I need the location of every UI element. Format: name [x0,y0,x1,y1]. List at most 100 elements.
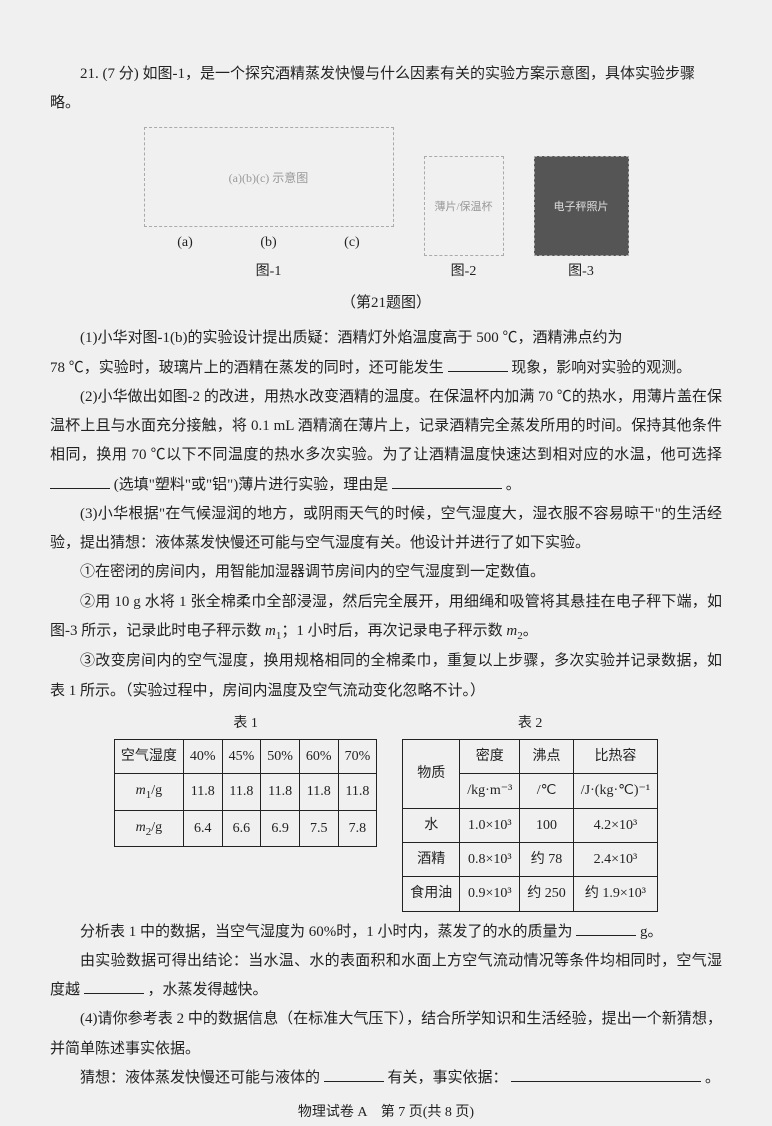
step2-c: 。 [523,623,538,639]
tables-row: 表 1 空气湿度 40% 45% 50% 60% 70% m1/g 11.8 1… [50,710,722,912]
blank-1 [448,357,508,372]
abc-labels: (a) (b) (c) [144,229,394,256]
figure-1-placeholder: (a)(b)(c) 示意图 [144,127,394,227]
figure-2-placeholder: 薄片/保温杯 [424,156,504,256]
analysis: 分析表 1 中的数据，当空气湿度为 60%时，1 小时内，蒸发了的水的质量为 g… [50,918,722,947]
part2-a: (2)小华做出如图-2 的改进，用热水改变酒精的温度。在保温杯内加满 70 ℃的… [50,389,722,464]
t1-r2-3: 7.5 [299,810,338,846]
part-4: (4)请你参考表 2 中的数据信息（在标准大气压下），结合所学知识和生活经验，提… [50,1005,722,1064]
part2-b: (选填"塑料"或"铝")薄片进行实验，理由是 [114,477,388,493]
t1-c2: 50% [261,740,300,774]
part1-a: (1)小华对图-1(b)的实验设计提出质疑：酒精灯外焰温度高于 500 ℃，酒精… [80,330,622,346]
part-1: (1)小华对图-1(b)的实验设计提出质疑：酒精灯外焰温度高于 500 ℃，酒精… [50,324,722,353]
table-1: 空气湿度 40% 45% 50% 60% 70% m1/g 11.8 11.8 … [114,739,377,847]
t1-c0: 40% [183,740,222,774]
figure-row: (a)(b)(c) 示意图 (a) (b) (c) 图-1 薄片/保温杯 图-2… [50,127,722,286]
part-3: (3)小华根据"在气候湿润的地方，或阴雨天气的时候，空气湿度大，湿衣服不容易晾干… [50,500,722,559]
t2-r0-3: 4.2×10³ [573,808,657,842]
figure-3-group: 电子秤照片 图-3 [534,156,629,285]
table-1-wrap: 表 1 空气湿度 40% 45% 50% 60% 70% m1/g 11.8 1… [114,710,377,912]
t2-r0: 水 1.0×10³ 100 4.2×10³ [403,808,658,842]
t2-r0-2: 100 [520,808,574,842]
t1-r2-4: 7.8 [338,810,377,846]
t2-r0-0: 水 [403,808,460,842]
part1-c: 现象，影响对实验的观测。 [511,360,691,376]
t1-header-row: 空气湿度 40% 45% 50% 60% 70% [114,740,376,774]
step-3: ③改变房间内的空气湿度，换用规格相同的全棉柔巾，重复以上步骤，多次实验并记录数据… [50,647,722,706]
t2-h1: 密度 [460,740,520,774]
analysis-a: 分析表 1 中的数据，当空气湿度为 60%时，1 小时内，蒸发了的水的质量为 [80,924,573,940]
t2-header-row: 物质 密度 沸点 比热容 [403,740,658,774]
question-intro: 21. (7 分) 如图-1，是一个探究酒精蒸发快慢与什么因素有关的实验方案示意… [50,60,722,119]
overall-figure-title: （第21题图） [50,289,722,318]
t1-c4: 70% [338,740,377,774]
question-number: 21. [80,66,99,82]
m1: m [265,623,276,639]
intro-text: 如图-1，是一个探究酒精蒸发快慢与什么因素有关的实验方案示意图，具体实验步骤略。 [50,66,695,111]
blank-6 [324,1067,384,1082]
t1-header: 空气湿度 [114,740,183,774]
t2-r2-1: 0.9×10³ [460,877,520,911]
part2-c: 。 [506,477,521,493]
t1-c3: 60% [299,740,338,774]
figure-1-label: 图-1 [144,258,394,285]
table-2-wrap: 表 2 物质 密度 沸点 比热容 /kg·m⁻³ /℃ /J·(kg·℃)⁻¹ … [402,710,658,912]
t2-r1-0: 酒精 [403,842,460,876]
t2-u3: /J·(kg·℃)⁻¹ [573,774,657,808]
blank-2 [50,474,110,489]
step2-b: ；1 小时后，再次记录电子秤示数 [281,623,506,639]
conclusion: 由实验数据可得出结论：当水温、水的表面积和水面上方空气流动情况等条件均相同时，空… [50,947,722,1006]
guess-c: 。 [705,1070,720,1086]
guess: 猜想：液体蒸发快慢还可能与液体的 有关，事实依据： 。 [50,1064,722,1093]
figure-2-group: 薄片/保温杯 图-2 [424,156,504,285]
t1-row2: m2/g 6.4 6.6 6.9 7.5 7.8 [114,810,376,846]
m2: m [506,623,517,639]
part1-b: 78 ℃，实验时，玻璃片上的酒精在蒸发的同时，还可能发生 [50,360,444,376]
t2-r1-2: 约 78 [520,842,574,876]
figure-2-label: 图-2 [424,258,504,285]
t1-row1: m1/g 11.8 11.8 11.8 11.8 11.8 [114,774,376,810]
guess-b: 有关，事实依据： [388,1070,508,1086]
t2-r1-1: 0.8×10³ [460,842,520,876]
t2-r1: 酒精 0.8×10³ 约 78 2.4×10³ [403,842,658,876]
t2-r2-0: 食用油 [403,877,460,911]
analysis-b: g。 [640,924,663,940]
step-2: ②用 10 g 水将 1 张全棉柔巾全部浸湿，然后完全展开，用细绳和吸管将其悬挂… [50,588,722,648]
blank-4 [576,921,636,936]
label-c: (c) [344,229,360,256]
page-footer: 物理试卷 A 第 7 页(共 8 页) [50,1099,722,1126]
guess-a: 猜想：液体蒸发快慢还可能与液体的 [80,1070,320,1086]
t2-h2: 沸点 [520,740,574,774]
t2-h3: 比热容 [573,740,657,774]
t1-r1-0: 11.8 [183,774,222,810]
figure-3-placeholder: 电子秤照片 [534,156,629,256]
t1-r1-2: 11.8 [261,774,300,810]
table-2: 物质 密度 沸点 比热容 /kg·m⁻³ /℃ /J·(kg·℃)⁻¹ 水 1.… [402,739,658,911]
t2-h0: 物质 [403,740,460,809]
t1-r1-4: 11.8 [338,774,377,810]
t1-r1-3: 11.8 [299,774,338,810]
table-2-caption: 表 2 [402,710,658,737]
t1-r1-1: 11.8 [222,774,261,810]
t2-u1: /kg·m⁻³ [460,774,520,808]
figure-3-label: 图-3 [534,258,629,285]
t1-r2-2: 6.9 [261,810,300,846]
t1-r2-0: 6.4 [183,810,222,846]
t2-r1-3: 2.4×10³ [573,842,657,876]
t2-r2-2: 约 250 [520,877,574,911]
t1-r1-label: m1/g [114,774,183,810]
label-a: (a) [177,229,193,256]
blank-7 [511,1067,701,1082]
step-1: ①在密闭的房间内，用智能加湿器调节房间内的空气湿度到一定数值。 [50,558,722,587]
conclusion-b: ，水蒸发得越快。 [148,982,268,998]
t2-u2: /℃ [520,774,574,808]
t2-r2-3: 约 1.9×10³ [573,877,657,911]
t1-r2-label: m2/g [114,810,183,846]
t1-c1: 45% [222,740,261,774]
part-1-line2: 78 ℃，实验时，玻璃片上的酒精在蒸发的同时，还可能发生 现象，影响对实验的观测… [50,354,722,383]
label-b: (b) [260,229,276,256]
blank-5 [84,979,144,994]
part-2: (2)小华做出如图-2 的改进，用热水改变酒精的温度。在保温杯内加满 70 ℃的… [50,383,722,500]
points: (7 分) [103,66,139,82]
table-1-caption: 表 1 [114,710,377,737]
